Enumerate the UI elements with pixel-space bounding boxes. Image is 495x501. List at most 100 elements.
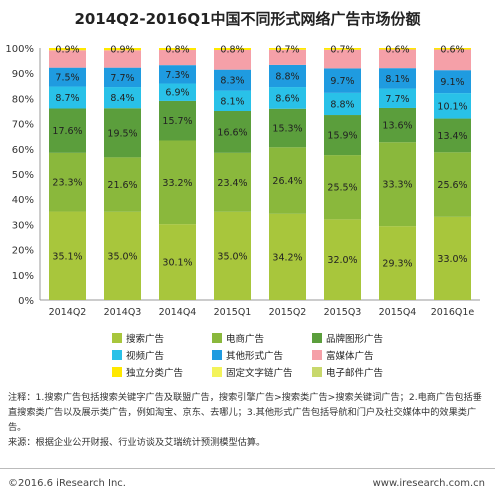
bar-segment [434, 152, 471, 217]
y-tick-label: 100% [5, 44, 34, 55]
bar-segment [379, 226, 416, 300]
bar-segment [269, 147, 306, 214]
legend-label: 视频广告 [126, 351, 165, 362]
data-label: 9.7% [330, 76, 354, 87]
x-tick-label: 2016Q1e [431, 307, 475, 318]
bar-segment [379, 142, 416, 227]
data-label: 25.5% [327, 183, 357, 194]
x-tick-label: 2014Q3 [104, 307, 142, 318]
legend-label: 电商广告 [226, 334, 265, 345]
y-tick-label: 10% [12, 271, 34, 282]
data-label: 17.6% [52, 126, 82, 137]
chart-title: 2014Q2-2016Q1中国不同形式网络广告市场份额 [74, 10, 421, 28]
data-label: 0.7% [275, 44, 299, 55]
data-label: 8.4% [110, 93, 134, 104]
data-label: 33.2% [162, 178, 192, 189]
legend-swatch [312, 333, 322, 343]
legend-item: 电子邮件广告 [312, 365, 422, 379]
legend-label: 搜索广告 [126, 334, 165, 345]
x-tick-label: 2014Q4 [159, 307, 197, 318]
data-label: 23.3% [52, 178, 82, 189]
bar-segment [49, 211, 86, 300]
bar-segment [49, 108, 86, 153]
data-label: 8.8% [275, 71, 299, 82]
bar-segment [214, 90, 251, 111]
bar-segment [269, 213, 306, 300]
data-label: 19.5% [107, 128, 137, 139]
data-label: 35.1% [52, 251, 82, 262]
bar-segment [159, 48, 196, 51]
bar-segment [159, 140, 196, 225]
data-label: 8.3% [220, 76, 244, 87]
legend-label: 电子邮件广告 [326, 368, 384, 379]
data-label: 33.0% [437, 254, 467, 265]
data-label: 0.8% [220, 45, 244, 56]
data-label: 6.9% [165, 88, 189, 99]
bar-segment [49, 48, 86, 51]
legend-item: 固定文字链广告 [212, 365, 312, 379]
legend-item: 视频广告 [112, 348, 212, 362]
data-label: 8.6% [275, 93, 299, 104]
bar-segment [49, 86, 86, 109]
website-text: www.iresearch.com.cn [372, 478, 485, 489]
y-tick-label: 20% [12, 246, 34, 257]
bar-segment [159, 224, 196, 300]
bar-segment [214, 50, 251, 70]
data-label: 35.0% [107, 251, 137, 262]
data-label: 8.1% [385, 74, 409, 85]
y-tick-label: 80% [12, 94, 34, 105]
data-label: 7.3% [165, 70, 189, 81]
legend-label: 独立分类广告 [126, 368, 184, 379]
y-tick-label: 50% [12, 170, 34, 181]
data-label: 0.9% [55, 45, 79, 56]
bar-segment [104, 87, 141, 109]
legend-swatch [212, 350, 222, 360]
legend-item: 富媒体广告 [312, 348, 422, 362]
bar-segment [324, 49, 361, 69]
bar-segment [159, 100, 196, 141]
bar-segment [434, 93, 471, 119]
data-label: 35.0% [217, 251, 247, 262]
bar-segment [104, 157, 141, 212]
bar-segment [269, 87, 306, 109]
bar-segment [104, 108, 141, 158]
bar-segment [324, 68, 361, 93]
legend-swatch [112, 350, 122, 360]
y-tick-label: 30% [12, 220, 34, 231]
bar-segment [379, 107, 416, 143]
bar-segment [49, 67, 86, 87]
bar-segment [159, 83, 196, 101]
y-tick-label: 40% [12, 195, 34, 206]
bar-segment [324, 155, 361, 220]
data-label: 9.1% [440, 77, 464, 88]
legend-swatch [212, 367, 222, 377]
bar-segment [269, 49, 306, 65]
bar-segment [214, 152, 251, 212]
data-label: 0.6% [385, 44, 409, 55]
y-tick-label: 0% [18, 296, 34, 307]
notes-text: 注释：1.搜索广告包括搜索关键字广告及联盟广告，搜索引擎广告>搜索类广告>搜索关… [8, 392, 482, 433]
bar-segment [434, 70, 471, 94]
data-label: 0.8% [165, 45, 189, 56]
data-label: 33.3% [382, 180, 412, 191]
bar-segment [379, 68, 416, 89]
x-tick-label: 2015Q4 [379, 307, 417, 318]
stacked-bar-chart: 0% 10% 20% 30% 40% 50% 60% 70% 80% 90% 100% 35.1% 23… [5, 44, 480, 318]
y-tick-label: 60% [12, 145, 34, 156]
data-label: 15.9% [327, 131, 357, 142]
data-label: 7.7% [110, 73, 134, 84]
y-tick-label: 90% [12, 69, 34, 80]
legend-swatch [312, 350, 322, 360]
legend-swatch [112, 367, 122, 377]
bar-segment [324, 219, 361, 300]
data-label: 16.6% [217, 127, 247, 138]
chart-legend: 搜索广告 电商广告 品牌图形广告 视频广告 其他形式广告 富媒体广告 独立分类广告 固定文字链… [112, 331, 422, 379]
data-label: 7.7% [385, 94, 409, 105]
data-label: 15.3% [272, 124, 302, 135]
bar-segment [104, 67, 141, 88]
legend-item: 其他形式广告 [212, 348, 312, 362]
bar-segment [434, 118, 471, 153]
data-label: 29.3% [382, 259, 412, 270]
data-label: 30.1% [162, 258, 192, 269]
data-label: 32.0% [327, 255, 357, 266]
